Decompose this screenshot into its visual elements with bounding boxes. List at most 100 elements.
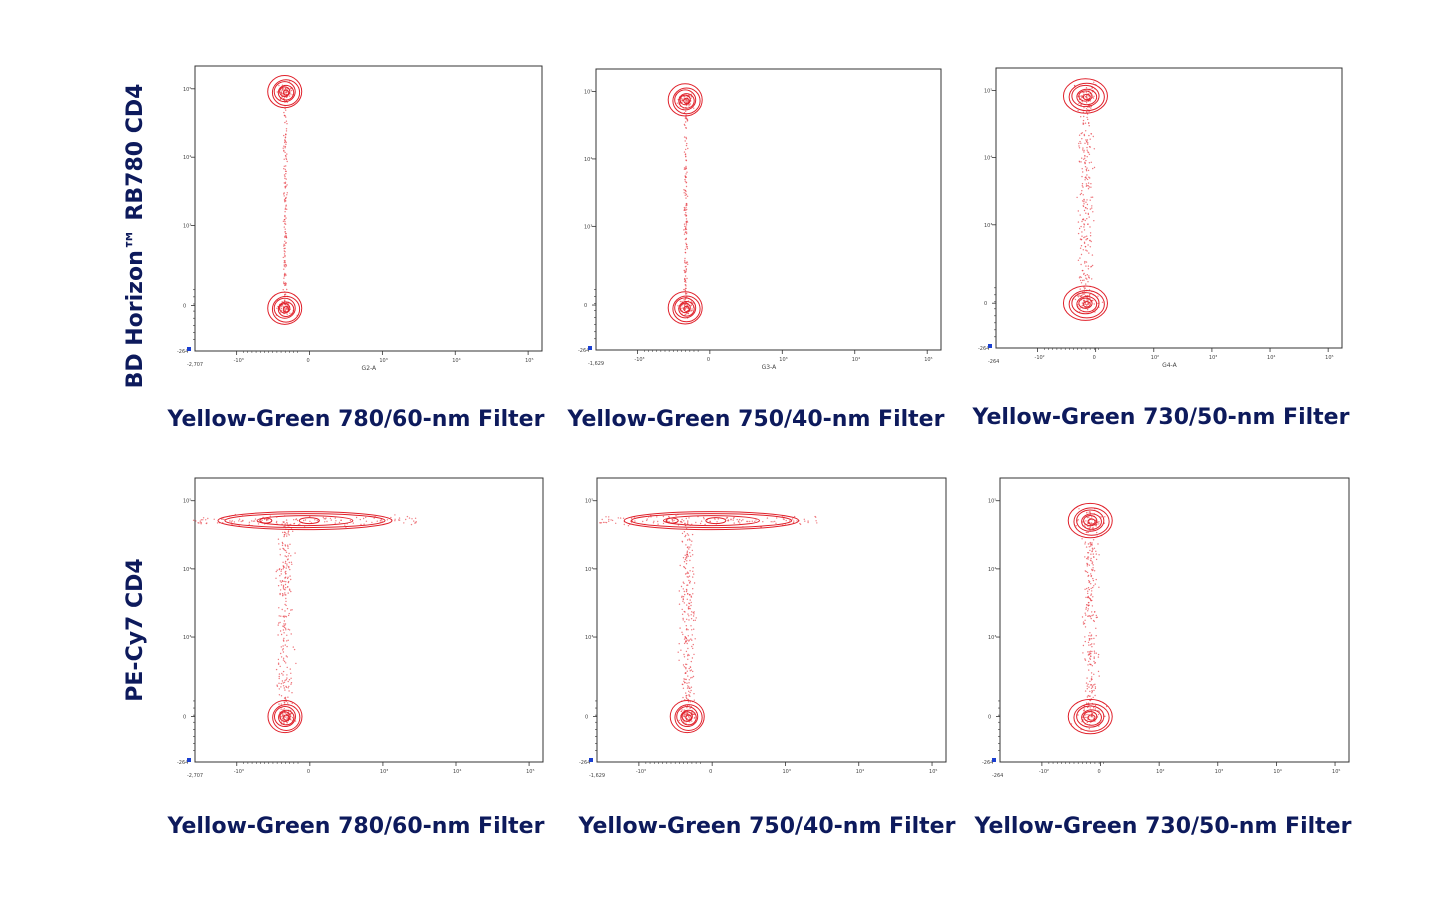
event-dot: [294, 720, 297, 722]
event-dot: [685, 176, 687, 178]
event-dot: [216, 522, 219, 524]
event-dot: [684, 259, 686, 262]
event-dot: [285, 88, 287, 90]
event-dot: [681, 709, 683, 711]
event-dot: [691, 720, 693, 722]
event-dot: [1087, 302, 1090, 304]
event-dot: [286, 91, 288, 94]
event-dot: [286, 634, 288, 636]
event-dot: [687, 655, 689, 657]
event-dot: [776, 517, 778, 519]
event-dot: [1093, 220, 1095, 222]
event-dot: [284, 199, 286, 201]
event-dot: [284, 231, 286, 233]
event-dot: [1081, 235, 1083, 237]
event-dot: [685, 696, 687, 698]
event-dot: [691, 611, 693, 613]
event-dot: [1090, 553, 1092, 555]
event-dot: [222, 522, 224, 524]
event-dot: [791, 518, 794, 520]
event-dot: [381, 520, 383, 522]
event-dot: [286, 288, 288, 291]
event-dot: [692, 675, 695, 678]
x-tick-label: -10³: [234, 769, 244, 775]
event-dot: [275, 522, 278, 524]
event-dot: [289, 568, 291, 571]
contour-line: [672, 87, 701, 115]
event-dot: [195, 520, 197, 522]
event-dot: [684, 95, 686, 98]
contour-line: [256, 515, 354, 527]
event-dot: [680, 649, 682, 651]
event-dot: [689, 608, 691, 610]
event-dot: [1084, 659, 1087, 661]
event-dot: [285, 264, 287, 266]
event-dot: [386, 519, 389, 521]
event-dot: [1085, 108, 1088, 110]
event-dot: [231, 520, 233, 522]
contour-line: [685, 714, 692, 721]
event-dot: [1089, 657, 1091, 659]
event-dot: [1098, 675, 1100, 677]
event-dot: [691, 533, 694, 536]
event-dot: [283, 566, 285, 568]
event-dot: [1084, 155, 1086, 157]
event-dot: [282, 674, 284, 676]
event-dot: [1089, 638, 1091, 640]
event-dot: [283, 535, 285, 538]
event-dot: [1089, 598, 1092, 601]
event-dot: [685, 246, 688, 248]
event-dot: [286, 208, 288, 210]
event-dot: [691, 634, 693, 636]
event-dot: [362, 517, 365, 520]
event-dot: [692, 643, 694, 646]
y-tick-label: 10⁴: [585, 567, 593, 573]
event-dot: [685, 517, 687, 520]
event-dot: [290, 523, 292, 526]
event-dot: [1082, 644, 1085, 647]
event-dot: [1087, 641, 1090, 644]
event-dot: [280, 656, 283, 658]
event-dot: [668, 520, 670, 523]
event-dot: [288, 685, 290, 688]
event-dot: [290, 561, 293, 563]
event-dot: [689, 559, 691, 562]
event-dot: [1088, 581, 1091, 583]
event-dot: [1090, 196, 1092, 198]
event-dot: [1091, 646, 1093, 648]
event-dot: [284, 531, 286, 534]
event-dot: [1079, 140, 1081, 143]
event-dot: [1074, 298, 1077, 301]
event-dot: [688, 615, 690, 617]
event-dot: [1081, 157, 1083, 159]
event-dot: [1089, 658, 1092, 660]
event-dot: [689, 701, 691, 703]
event-dot: [686, 584, 688, 586]
event-dot: [1079, 295, 1082, 297]
event-dot: [1082, 652, 1084, 654]
event-dot: [282, 629, 285, 631]
event-dot: [285, 567, 287, 569]
event-dot: [689, 580, 691, 583]
event-dot: [284, 610, 286, 612]
event-dot: [693, 573, 695, 575]
event-dot: [684, 298, 687, 300]
event-dot: [684, 257, 686, 260]
event-dot: [608, 520, 610, 522]
event-dot: [1080, 245, 1083, 247]
x-tick-label: -10²: [1035, 355, 1045, 361]
event-dot: [684, 252, 687, 254]
event-dot: [685, 637, 687, 639]
event-dot: [1086, 531, 1088, 533]
event-dot: [1087, 543, 1090, 545]
event-dot: [281, 672, 283, 675]
event-dot: [1088, 604, 1090, 606]
event-dot: [284, 644, 286, 646]
event-dot: [686, 551, 688, 554]
event-dot: [289, 543, 291, 545]
event-dot: [359, 518, 361, 521]
event-dot: [754, 520, 756, 523]
event-dot: [1083, 149, 1085, 152]
event-dot: [1090, 301, 1092, 303]
event-dot: [287, 530, 290, 532]
